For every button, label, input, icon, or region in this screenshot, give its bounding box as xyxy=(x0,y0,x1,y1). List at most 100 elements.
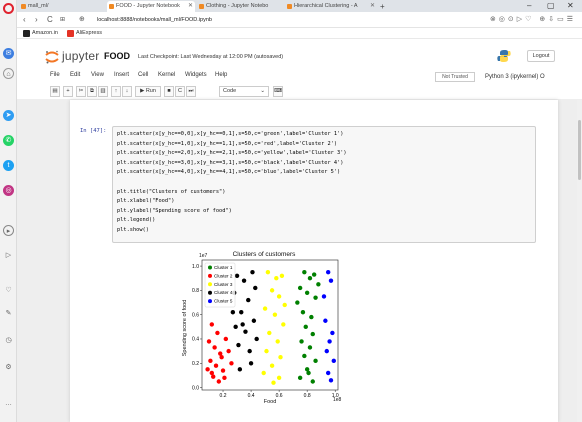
home-icon[interactable]: ⌂ xyxy=(3,68,14,79)
jupyter-tab-icon xyxy=(109,4,114,9)
menu-help[interactable]: Help xyxy=(215,72,228,78)
bookmark-amazon[interactable]: Amazon.in xyxy=(23,29,58,38)
more-icon[interactable]: … xyxy=(5,400,12,407)
send-icon[interactable]: ▷ xyxy=(5,252,12,259)
scatter-point-yellow xyxy=(267,330,272,336)
notebook-name[interactable]: FOOD xyxy=(104,51,130,61)
scatter-point-red xyxy=(226,348,231,354)
scatter-point-yellow xyxy=(271,380,276,385)
amazon-icon xyxy=(23,30,30,37)
add-cell-icon[interactable]: + xyxy=(63,86,73,97)
tabs-grid-icon[interactable]: ⊞ xyxy=(60,17,66,23)
jupyter-brand[interactable]: jupyter xyxy=(62,49,100,63)
messenger-icon[interactable]: ✉ xyxy=(3,48,14,59)
run-button[interactable]: ▶ Run xyxy=(135,86,161,97)
scatter-point-blue xyxy=(328,378,334,383)
scatter-point-black xyxy=(248,361,254,366)
new-tab-button[interactable]: + xyxy=(380,2,385,11)
code-line: plt.ylabel("Spending score of food") xyxy=(117,207,232,214)
instagram-icon[interactable]: ◎ xyxy=(3,185,14,196)
close-tab-icon[interactable]: ✕ xyxy=(369,3,375,9)
menu-edit[interactable]: Edit xyxy=(70,72,81,78)
twitter-icon[interactable]: t xyxy=(3,160,14,171)
player-icon[interactable]: ▸ xyxy=(3,225,14,236)
menu-cell[interactable]: Cell xyxy=(138,72,149,78)
menu-kernel[interactable]: Kernel xyxy=(158,72,176,78)
legend-label: Cluster 2 xyxy=(214,273,233,278)
scrollbar-thumb[interactable] xyxy=(578,120,581,180)
address-bar: ‹ › C ⊞ ⊕ localhost:8888/notebooks/mall_… xyxy=(17,12,582,28)
address-toolbar-icons[interactable]: ⊗◎⊙▷♡ ⊕⇩▭☰ xyxy=(489,16,576,23)
tab-food-notebook[interactable]: FOOD - Jupyter Notebook ✕ xyxy=(107,1,195,12)
scatter-point-yellow xyxy=(278,354,283,360)
y-tick-label: 0.8 xyxy=(192,288,199,294)
site-info-icon[interactable]: ⊕ xyxy=(79,16,85,23)
telegram-icon[interactable]: ➤ xyxy=(3,110,14,121)
code-line: plt.legend() xyxy=(117,217,156,224)
legend-marker xyxy=(208,290,212,295)
legend-label: Cluster 5 xyxy=(214,299,233,304)
jupyter-tab-icon xyxy=(21,4,26,9)
logout-button[interactable]: Logout xyxy=(527,50,555,62)
edit-icon[interactable]: ✎ xyxy=(5,310,12,317)
jupyter-header: jupyter FOOD Last Checkpoint: Last Wedne… xyxy=(17,39,582,99)
trusted-indicator[interactable]: Not Trusted xyxy=(435,72,475,82)
menu-bar: File Edit View Insert Cell Kernel Widget… xyxy=(17,70,582,83)
code-cell-editor[interactable]: plt.scatter(x[y_hc==0,0],x[y_hc==0,1],s=… xyxy=(112,126,536,243)
reload-icon[interactable]: C xyxy=(47,15,53,24)
cell-type-select[interactable]: Code ⌄ xyxy=(219,86,269,97)
history-icon[interactable]: ◷ xyxy=(5,337,12,344)
legend-marker xyxy=(208,265,212,270)
interrupt-icon[interactable]: ■ xyxy=(164,86,174,97)
save-icon[interactable]: ▤ xyxy=(50,86,60,97)
bookmark-aliexpress[interactable]: AliExpress xyxy=(67,29,102,38)
legend-box xyxy=(204,262,236,308)
cut-icon[interactable]: ✂ xyxy=(76,86,86,97)
scatter-point-black xyxy=(241,278,247,283)
scatter-point-red xyxy=(220,368,226,373)
jupyter-logo-icon[interactable] xyxy=(45,50,59,64)
url-field[interactable]: localhost:8888/notebooks/mall_ml/FOOD.ip… xyxy=(97,17,212,23)
back-icon[interactable]: ‹ xyxy=(23,15,26,24)
tab-label: FOOD - Jupyter Notebook xyxy=(116,3,180,9)
scatter-point-yellow xyxy=(276,375,282,381)
minimize-icon[interactable]: – xyxy=(527,1,532,10)
settings-icon[interactable]: ⚙ xyxy=(5,364,12,371)
page-scrollbar[interactable] xyxy=(577,100,582,422)
close-tab-icon[interactable]: ✕ xyxy=(187,3,193,9)
restart-icon[interactable]: C xyxy=(175,86,185,97)
scatter-point-red xyxy=(218,351,223,356)
menu-view[interactable]: View xyxy=(91,72,104,78)
tab-mall-ml[interactable]: mall_ml/ xyxy=(19,1,94,12)
scatter-point-yellow xyxy=(265,269,271,275)
scatter-point-black xyxy=(253,285,258,291)
kernel-indicator[interactable]: Python 3 (ipykernel) O xyxy=(485,74,545,80)
scatter-point-red xyxy=(219,354,224,360)
close-window-icon[interactable]: ✕ xyxy=(567,1,574,10)
restart-run-icon[interactable]: ⏭ xyxy=(186,86,196,97)
paste-icon[interactable]: ▥ xyxy=(98,86,108,97)
code-line: plt.xlabel("Food") xyxy=(117,198,175,205)
scatter-point-yellow xyxy=(272,312,278,317)
menu-file[interactable]: File xyxy=(50,72,60,78)
scatter-point-black xyxy=(236,342,241,348)
tab-clothing-notebook[interactable]: Clothing - Jupyter Notebo xyxy=(197,1,283,12)
scatter-point-green xyxy=(299,339,304,344)
forward-icon[interactable]: › xyxy=(35,15,38,24)
scatter-point-black xyxy=(246,297,251,303)
heart-icon[interactable]: ♡ xyxy=(5,287,12,294)
copy-icon[interactable]: ⧉ xyxy=(87,86,97,97)
scatter-point-red xyxy=(222,375,227,381)
opera-logo-icon[interactable] xyxy=(3,3,14,14)
tab-hierarchical[interactable]: Hierarchical Clustering - A ✕ xyxy=(285,1,377,12)
maximize-icon[interactable]: ▢ xyxy=(547,1,555,10)
move-up-icon[interactable]: ↑ xyxy=(111,86,121,97)
menu-insert[interactable]: Insert xyxy=(114,72,130,78)
command-palette-icon[interactable]: ⌨ xyxy=(273,86,283,97)
scatter-point-green xyxy=(297,375,303,381)
legend-label: Cluster 3 xyxy=(214,282,233,287)
menu-widgets[interactable]: Widgets xyxy=(185,72,207,78)
whatsapp-icon[interactable]: ✆ xyxy=(3,135,14,146)
move-down-icon[interactable]: ↓ xyxy=(122,86,132,97)
